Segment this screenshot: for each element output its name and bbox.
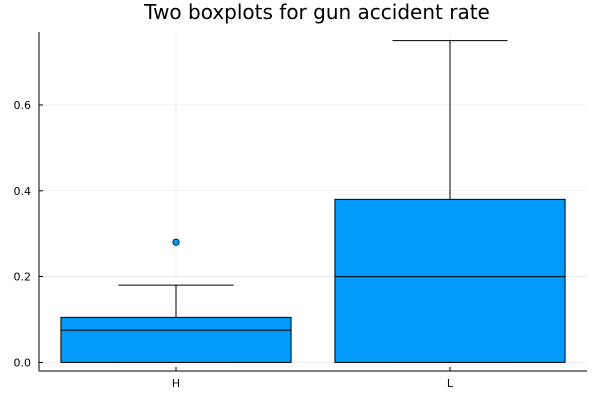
outlier-point — [172, 238, 180, 246]
y-tick-label: 0.0 — [14, 356, 32, 369]
x-tick-label: H — [172, 377, 180, 390]
y-tick-label: 0.6 — [14, 99, 32, 112]
box-body — [334, 198, 566, 363]
box-L — [334, 40, 566, 363]
y-tick-label: 0.2 — [14, 271, 32, 284]
box-layer — [60, 40, 566, 363]
tick-layer: 0.0 0.2 0.4 0.6 H L — [14, 99, 454, 390]
box-body — [60, 316, 292, 363]
y-tick-label: 0.4 — [14, 185, 32, 198]
box-H — [60, 238, 292, 363]
x-tick-label: L — [447, 377, 454, 390]
chart-title: Two boxplots for gun accident rate — [143, 0, 490, 24]
axis-layer — [38, 32, 587, 372]
